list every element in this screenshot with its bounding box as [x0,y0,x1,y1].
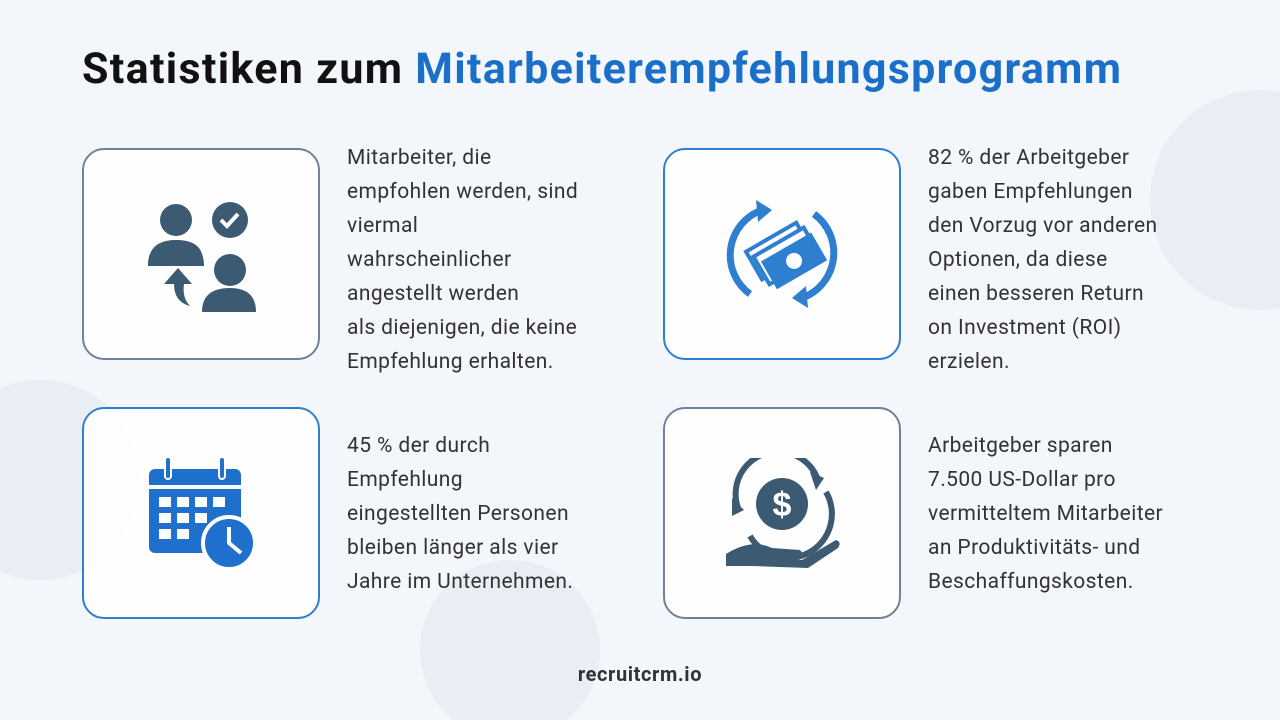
text-line: Optionen, da diese [928,248,1108,272]
text-line: angestellt werden [347,282,520,306]
text-line: Jahre im Unternehmen. [347,570,574,594]
text-line: on Investment (ROI) [928,316,1122,340]
text-line: erzielen. [928,350,1010,374]
title-text: Statistiken zum [82,44,404,94]
text-line: Mitarbeiter, die [347,146,492,170]
background-shape [420,560,600,720]
card-text: 82 % der Arbeitgeber gaben Empfehlungen de… [928,141,1218,379]
text-line: viermal [347,214,419,238]
text-line: Empfehlung erhalten. [347,350,554,374]
card-text: Mitarbeiter, die empfohlen werden, sind vi… [347,141,637,379]
title-highlight: Mitarbeiterempfehlungsprogramm [415,44,1123,94]
svg-text:$: $ [773,486,792,524]
card-text: Arbeitgeber sparen 7.500 US-Dollar pro ver… [928,429,1218,599]
text-line: 82 % der Arbeitgeber [928,146,1130,170]
text-line: vermitteltem Mitarbeiter [928,502,1164,526]
text-line: Empfehlung [347,468,463,492]
savings-icon: $ [726,458,840,568]
icon-card [82,407,320,619]
icon-card [663,148,901,360]
text-line: empfohlen werden, sind [347,180,579,204]
text-line: bleiben länger als vier [347,536,559,560]
footer-brand: recruitcrm.io [577,662,703,686]
title: Statistiken zum Mitarbeiterempfehlungspr… [82,44,1122,94]
text-line: Arbeitgeber sparen [928,434,1113,458]
text-line: 45 % der durch [347,434,491,458]
money-cycle-icon [726,200,838,308]
text-line: den Vorzug vor anderen [928,214,1158,238]
icon-card [82,148,320,360]
text-line: gaben Empfehlungen [928,180,1133,204]
text-line: Beschaffungskosten. [928,570,1134,594]
text-line: 7.500 US-Dollar pro [928,468,1116,492]
calendar-icon [149,456,257,571]
icon-card: $ [663,407,901,619]
card-text: 45 % der durch Empfehlung eingestellten Pe… [347,429,637,599]
text-line: einen besseren Return [928,282,1145,306]
text-line: wahrscheinlicher [347,248,512,272]
people-icon [148,202,256,312]
text-line: eingestellten Personen [347,502,569,526]
text-line: als diejenigen, die keine [347,316,578,340]
text-line: an Produktivitäts- und [928,536,1141,560]
